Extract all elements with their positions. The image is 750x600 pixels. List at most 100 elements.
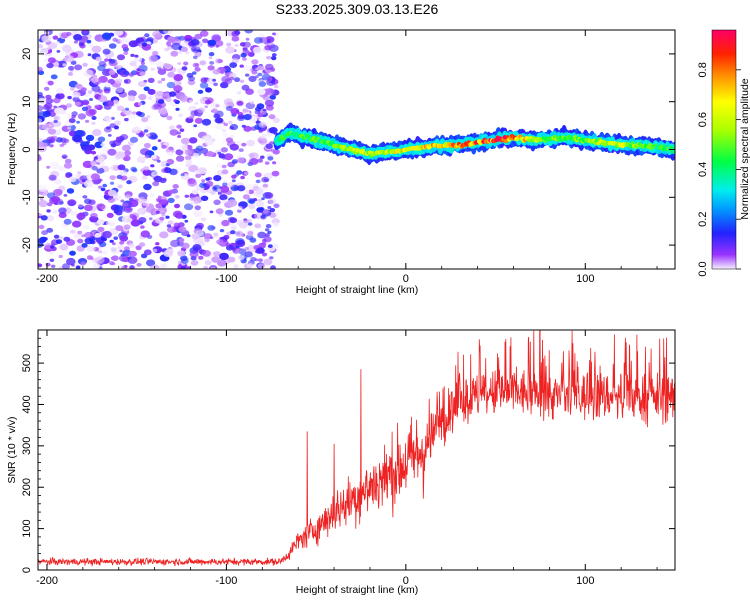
noise-blob xyxy=(180,173,185,177)
noise-blob xyxy=(38,263,43,268)
noise-blob xyxy=(127,256,138,264)
noise-blob xyxy=(97,95,108,103)
noise-blob xyxy=(116,60,121,64)
noise-blob xyxy=(173,222,180,228)
x-tick-label: 0 xyxy=(403,575,409,587)
spectrogram-y-axis: -20 -10 0 10 20 xyxy=(21,48,675,253)
noise-blob xyxy=(166,115,173,121)
colorbar-tick-label: 0.0 xyxy=(697,261,709,276)
noise-blob xyxy=(62,263,70,269)
noise-blob xyxy=(150,164,155,168)
noise-blob xyxy=(163,249,173,257)
noise-blob xyxy=(113,99,119,104)
noise-blob xyxy=(249,152,259,160)
noise-blob xyxy=(254,258,259,262)
noise-blob xyxy=(55,239,63,245)
noise-blob xyxy=(254,212,263,220)
noise-blob xyxy=(248,75,257,82)
noise-blob xyxy=(95,56,103,62)
noise-blob xyxy=(210,266,216,269)
noise-blob xyxy=(81,234,86,238)
noise-blob xyxy=(96,167,105,174)
noise-blob xyxy=(179,128,185,132)
noise-blob xyxy=(67,71,74,76)
noise-blob xyxy=(72,96,80,103)
noise-blob xyxy=(247,263,254,268)
noise-blob xyxy=(39,47,49,55)
noise-blob xyxy=(234,44,239,47)
colorbar-ticks: 0.0 0.2 0.4 0.6 0.8 xyxy=(697,62,741,277)
noise-blob xyxy=(136,68,141,72)
noise-blob xyxy=(100,187,106,192)
noise-blob xyxy=(168,189,175,194)
noise-blob xyxy=(241,142,247,147)
noise-blob xyxy=(236,219,245,226)
noise-blob xyxy=(207,39,217,46)
noise-blob xyxy=(58,254,63,259)
noise-blob xyxy=(141,116,149,123)
noise-blob xyxy=(117,54,125,61)
noise-blob xyxy=(217,188,222,192)
noise-blob xyxy=(221,169,229,175)
noise-blob xyxy=(94,141,104,149)
noise-blob xyxy=(192,152,199,158)
noise-blob xyxy=(107,148,117,156)
noise-blob xyxy=(257,72,263,77)
noise-blob xyxy=(98,250,103,254)
noise-blob xyxy=(239,42,246,47)
noise-blob xyxy=(143,249,152,256)
noise-blob xyxy=(231,35,240,42)
noise-blob xyxy=(106,212,114,218)
noise-blob xyxy=(52,210,58,214)
y-tick-label: 10 xyxy=(21,96,33,108)
noise-blob xyxy=(83,69,94,77)
noise-blob xyxy=(258,137,268,145)
noise-blob xyxy=(257,113,263,118)
noise-blob xyxy=(64,158,72,164)
noise-blob xyxy=(197,167,207,175)
noise-blob xyxy=(231,179,236,183)
noise-blob xyxy=(90,77,99,83)
noise-blob xyxy=(197,107,205,114)
noise-blob xyxy=(244,247,250,251)
noise-blob xyxy=(151,171,158,177)
noise-blob xyxy=(186,145,193,150)
noise-blob xyxy=(82,62,88,67)
noise-blob xyxy=(181,66,188,71)
noise-blob xyxy=(55,87,65,94)
noise-blob xyxy=(251,59,259,65)
noise-blob xyxy=(265,63,274,71)
noise-blob xyxy=(194,67,201,72)
noise-blob xyxy=(166,81,176,89)
y-tick-label: 20 xyxy=(21,48,33,60)
noise-blob xyxy=(239,79,245,84)
noise-blob xyxy=(213,175,222,182)
noise-blob xyxy=(231,159,239,164)
noise-blob xyxy=(47,202,53,207)
noise-blob xyxy=(273,84,279,89)
noise-blob xyxy=(265,224,272,229)
noise-blob xyxy=(230,108,240,115)
noise-blob xyxy=(109,175,116,181)
noise-blob xyxy=(110,181,115,185)
noise-blob xyxy=(168,146,174,151)
noise-blob xyxy=(190,260,199,266)
noise-blob xyxy=(267,77,273,81)
noise-blob xyxy=(205,177,210,181)
noise-blob xyxy=(97,64,106,72)
noise-blob xyxy=(41,230,48,236)
noise-blob xyxy=(207,65,215,71)
noise-blob xyxy=(230,135,235,139)
noise-blob xyxy=(156,90,165,97)
noise-blob xyxy=(112,37,118,42)
noise-blob xyxy=(218,153,226,159)
noise-blob xyxy=(78,42,85,47)
noise-blob xyxy=(108,70,116,75)
snr-background xyxy=(38,330,675,570)
noise-blob xyxy=(212,78,217,82)
noise-blob xyxy=(199,30,209,37)
noise-blob xyxy=(117,164,126,171)
noise-blob xyxy=(184,149,192,156)
noise-blob xyxy=(216,69,221,73)
